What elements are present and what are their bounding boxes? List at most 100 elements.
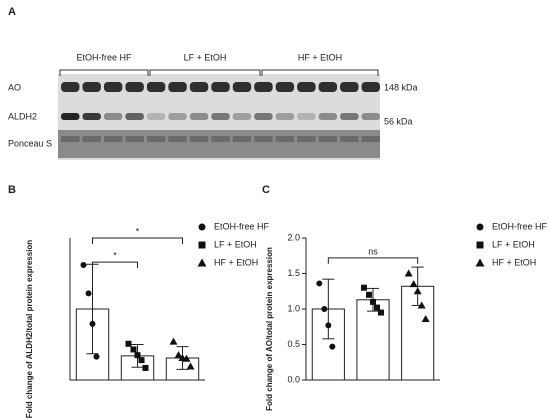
point (93, 353, 100, 360)
aldh2-band (189, 113, 209, 120)
ponceau-strip (58, 130, 380, 158)
aldh2-band (61, 113, 80, 120)
significance-bracket (92, 237, 183, 244)
aldh2-band (297, 113, 316, 120)
legend-marker (197, 258, 207, 267)
legend-label: HF + EtOH (492, 257, 536, 267)
significance-bracket (92, 261, 138, 269)
ponceau-band (318, 136, 338, 142)
aldh2-band (275, 113, 295, 120)
group-label: EtOH-free HF (76, 52, 132, 62)
row-label: Ponceau S (8, 138, 52, 148)
ao-band (61, 82, 80, 92)
panel-letter: B (8, 184, 16, 196)
aldh2-band (254, 113, 273, 120)
aldh2-band (361, 113, 380, 120)
ponceau-band (211, 136, 230, 142)
ao-band (318, 82, 338, 92)
legend-marker (198, 223, 206, 231)
group-label: LF + EtOH (184, 52, 227, 62)
legend-label: EtOH-free HF (214, 221, 270, 231)
point (325, 322, 332, 329)
panel-letter: A (8, 6, 16, 18)
ponceau-band (297, 136, 316, 142)
ao-band (254, 82, 273, 92)
point (361, 284, 367, 291)
point (321, 306, 328, 312)
point (404, 269, 413, 277)
ao-band (232, 82, 252, 92)
legend-marker (475, 258, 485, 267)
point (378, 309, 384, 316)
aldh2-band (168, 113, 187, 120)
size-label: 148 kDa (384, 82, 418, 92)
y-tick-label: 0.5 (287, 339, 300, 349)
ponceau-band (189, 136, 209, 142)
legend-label: EtOH-free HF (492, 221, 548, 231)
aldh2-band (146, 113, 166, 120)
aldh2-band (125, 113, 144, 120)
point (174, 351, 183, 359)
ponceau-band (168, 136, 187, 142)
ponceau-band (340, 136, 359, 142)
legend-marker (476, 241, 484, 249)
point (182, 354, 191, 362)
point (316, 280, 323, 287)
point (89, 320, 96, 327)
point (329, 343, 336, 350)
aldh2-band (232, 113, 252, 120)
aldh2-band (103, 113, 123, 120)
significance-bracket (327, 257, 419, 264)
y-tick-label: 0.0 (287, 374, 300, 384)
aldh2-band (82, 113, 101, 120)
ao-band (146, 82, 166, 92)
size-label: 56 kDa (384, 116, 413, 126)
ao-band (189, 82, 209, 92)
ponceau-band (232, 136, 252, 142)
legend-label: LF + EtOH (214, 239, 257, 249)
bar (356, 299, 390, 381)
point (85, 290, 92, 297)
point (413, 287, 422, 295)
point (374, 304, 380, 311)
point (80, 261, 87, 268)
panel-letter: C (262, 184, 270, 196)
ponceau-band (103, 136, 123, 142)
ao-band (297, 82, 316, 92)
point (421, 314, 430, 322)
row-label: ALDH2 (8, 111, 37, 121)
point (134, 352, 141, 359)
y-tick-label: 1.0 (287, 303, 300, 313)
point (142, 364, 149, 371)
y-tick-label: 1.5 (287, 268, 300, 278)
point (186, 362, 195, 370)
ao-band (125, 82, 144, 92)
ponceau-band (361, 136, 380, 142)
aldh2-band (211, 113, 230, 120)
group-label: HF + EtOH (298, 52, 342, 62)
ao-band (82, 82, 101, 92)
y-axis-label: Fold change of ALDH2/total protein expre… (25, 240, 34, 418)
ponceau-band (125, 136, 144, 142)
y-tick-label: 2.0 (287, 232, 300, 242)
aldh2-band (318, 113, 338, 120)
y-axis-label: Fold change of AO/total protein expressi… (265, 247, 274, 411)
legend-marker (476, 223, 484, 231)
significance-label: ns (368, 246, 378, 256)
point (169, 337, 178, 345)
significance-label: * (113, 251, 117, 261)
point (138, 357, 145, 364)
ao-band (340, 82, 359, 92)
ponceau-band (82, 136, 101, 142)
ao-band (361, 82, 380, 92)
ponceau-band (275, 136, 295, 142)
significance-label: * (136, 226, 140, 236)
legend-marker (198, 241, 206, 249)
point (125, 340, 132, 347)
legend-label: HF + EtOH (214, 257, 258, 267)
point (130, 346, 137, 353)
ponceau-band (254, 136, 273, 142)
group-bracket (149, 69, 261, 76)
ponceau-band (146, 136, 166, 142)
